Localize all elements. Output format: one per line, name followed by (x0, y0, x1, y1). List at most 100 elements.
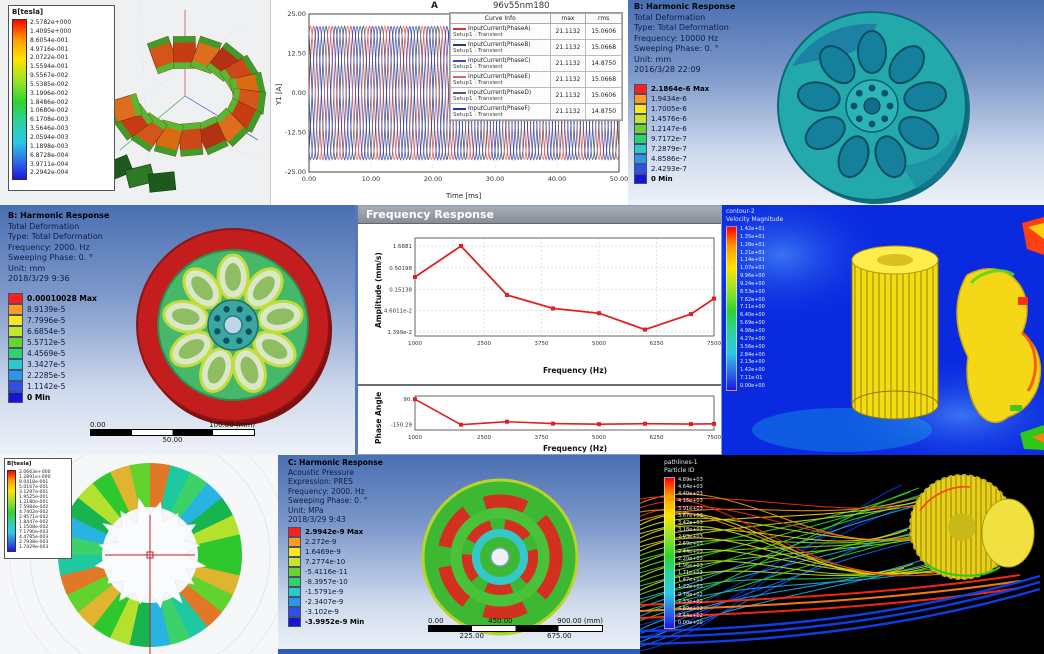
svg-text:4.6011e-2: 4.6011e-2 (384, 309, 412, 315)
curve-rms: 15.0606 (585, 23, 622, 40)
svg-text:-12.50: -12.50 (285, 129, 306, 137)
field-legend: B[tesla] 2.0663e+000 1.2891e+000 8.0418e-0… (4, 458, 72, 559)
legend-band: -5.4116e-11 (288, 567, 364, 577)
phase-point (712, 421, 716, 426)
legend-band: 7.2879e-7 (634, 144, 709, 154)
legend-swatch (634, 124, 647, 134)
legend-value: 2.0722e-001 (30, 54, 69, 62)
legend-value: 0.00010028 Max (27, 294, 97, 303)
legend-value: -1.5791e-9 (305, 588, 344, 596)
phase-point (689, 422, 693, 427)
legend-value: 2.1864e-6 Max (651, 85, 710, 93)
legend-value: 5.0167e-001 (19, 485, 49, 490)
legend-swatch (634, 134, 647, 144)
legend-swatch (634, 84, 647, 94)
legend-band: 1.1142e-5 (8, 381, 97, 392)
legend-title-line: Velocity Magnitude (726, 215, 784, 223)
pane-divider[interactable] (358, 384, 721, 386)
svg-text:25.00: 25.00 (287, 10, 306, 18)
legend-value: 1.4095e+000 (30, 27, 72, 35)
info-line: 2016/3/28 22:09 (634, 65, 701, 74)
ruler-left: 0.00 (428, 617, 444, 625)
info-line: 2018/3/29 9:43 (288, 515, 346, 524)
legend-value: 6.1708e-003 (30, 116, 69, 124)
legend-band: 5.5712e-5 (8, 337, 97, 348)
legend-band: 2.2285e-5 (8, 370, 97, 381)
streamlines (640, 484, 1041, 652)
legend-value: 7.33e+02 (678, 598, 703, 605)
tile-harmonic-10000: B: Harmonic Response Total Deformation Typ… (628, 0, 1044, 205)
legend-value: 3.18e+03 (678, 527, 703, 534)
legend-value: 1.2891e+000 (19, 475, 51, 480)
amplitude-point (413, 274, 417, 279)
legend-swatch (8, 392, 23, 403)
legend-band: 4.8586e-7 (634, 154, 709, 164)
legend-values: 2.0663e+000 1.2891e+000 8.0418e-001 5.0167e… (19, 470, 51, 552)
legend-title-lines: pathlines-1 Particle ID (664, 459, 703, 474)
legend-value: 9.96e+00 (740, 273, 765, 280)
ruler-left: 0.00 (90, 421, 106, 429)
window-titlebar[interactable]: Frequency Response (358, 206, 721, 224)
info-line: Sweeping Phase: 0. ° (288, 496, 368, 505)
legend-swatch (288, 557, 301, 567)
legend-value: -3.9952e-9 Min (305, 618, 365, 626)
ruler-bar (428, 625, 603, 632)
analysis-info: B: Harmonic Response Total Deformation Typ… (634, 2, 735, 76)
legend-band: 2.9942e-9 Max (288, 527, 364, 537)
legend-value: 3.42e+03 (678, 519, 703, 526)
particle-id-legend: pathlines-1 Particle ID 4.89e+03 4.64e+03 4… (664, 459, 703, 629)
legend-band: 3.3427e-5 (8, 359, 97, 370)
torus-coils (104, 35, 267, 157)
legend-value: 1.42e+00 (740, 367, 765, 374)
ruler-bar (90, 429, 255, 436)
legend-swatch (8, 315, 23, 326)
frequency-axis-label-1: Frequency (Hz) (543, 366, 608, 375)
legend-swatch (8, 370, 23, 381)
svg-text:1000: 1000 (408, 341, 422, 347)
svg-text:5000: 5000 (592, 341, 606, 347)
legend-value: 2.93e+03 (678, 534, 703, 541)
legend-band: -3.102e-9 (288, 607, 364, 617)
legend-value: 1.1142e-5 (27, 382, 66, 391)
svg-text:3750: 3750 (535, 435, 549, 441)
legend-swatch (288, 527, 301, 537)
curve-rms: 15.0668 (585, 71, 622, 88)
legend-value: 8.0418e-001 (19, 480, 49, 485)
legend-value: 2.9571e-002 (19, 515, 49, 520)
curve-name: InputCurrent(PhaseF) (468, 106, 530, 112)
legend-value: -8.3957e-10 (305, 578, 348, 586)
legend-value: 9.5567e-002 (30, 72, 69, 80)
legend-value: 1.96e+03 (678, 562, 703, 569)
info-line: Total Deformation (8, 221, 80, 231)
legend-value: 1.2180e-001 (19, 500, 49, 505)
legend-value: 1.35e+01 (740, 233, 765, 240)
legend-title-line: pathlines-1 (664, 459, 698, 466)
legend-band: 0 Min (8, 392, 97, 403)
legend-value: 1.8486e-002 (30, 98, 69, 106)
frequency-response-charts: 1000 2500 3750 5000 6250 7500 1.6881 0.50198 0.1… (384, 237, 721, 441)
legend-value: 5.5385e-002 (30, 80, 69, 88)
legend-value: 6.8728e-004 (30, 151, 69, 159)
analysis-info: C: Harmonic Response Acoustic Pressure Exp… (288, 458, 383, 525)
amplitude-point (689, 312, 693, 317)
info-line: Sweeping Phase: 0. ° (634, 44, 719, 53)
info-line: 2018/3/29 9:36 (8, 274, 70, 283)
info-line: Frequency: 2000. Hz (288, 486, 365, 496)
legend-value: 1.6469e-9 (305, 548, 341, 556)
curve-line-sample (453, 59, 466, 62)
legend-value: 7.1790e-003 (19, 530, 49, 535)
legend-band: 7.2774e-10 (288, 557, 364, 567)
pathlines-scene (640, 474, 1041, 652)
legend-value: 8.53e+00 (740, 288, 765, 295)
legend-band: 2.1864e-6 Max (634, 84, 709, 94)
legend-value: 7.5984e-002 (19, 505, 49, 510)
legend-value: 4.4785e-003 (19, 535, 49, 540)
legend-swatch (634, 164, 647, 174)
legend-value: 3.9711e-004 (30, 160, 69, 168)
curve-table-row: InputCurrent(PhaseD) Setup1 : Transient 21… (450, 87, 622, 104)
legend-value: 0.00e+00 (740, 382, 765, 389)
legend-value: 5.69e+00 (740, 320, 765, 327)
svg-text:2500: 2500 (477, 435, 491, 441)
legend-value: 6.6854e-5 (27, 327, 66, 336)
